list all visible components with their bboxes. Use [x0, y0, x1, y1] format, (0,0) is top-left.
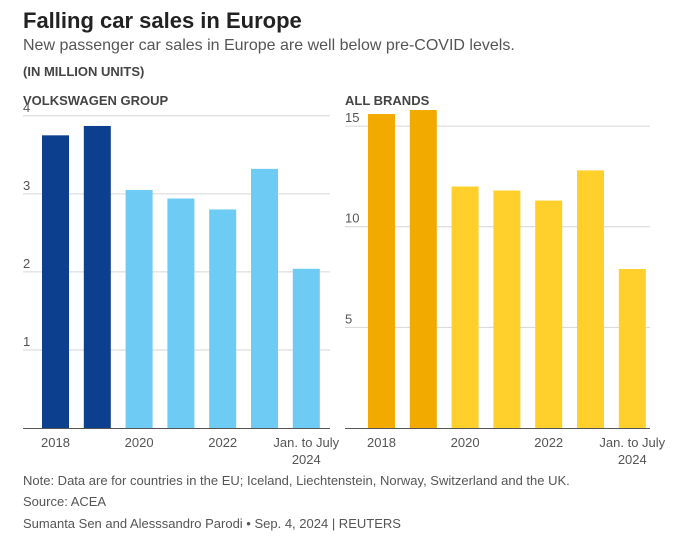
all-brands-bar-2020 — [451, 186, 479, 428]
vw-bar-2018 — [42, 135, 69, 428]
all-brands-xtick-label: Jan. to July — [599, 435, 665, 450]
vw-bar-2023 — [251, 168, 278, 428]
credit-text: Sumanta Sen and Alesssandro Parodi • Sep… — [23, 516, 401, 531]
vw-xtick-label: 2024 — [292, 452, 321, 467]
source-text: Source: ACEA — [23, 494, 107, 509]
vw-ytick-label: 4 — [23, 100, 30, 115]
vw-xtick-label: 2022 — [208, 435, 237, 450]
all-brands-xtick-label: 2018 — [367, 435, 396, 450]
all-brands-xtick-label: 2020 — [451, 435, 480, 450]
vw-bar-2020 — [125, 189, 153, 428]
all-brands-panel-title: ALL BRANDS — [345, 93, 430, 108]
vw-xtick-label: 2020 — [125, 435, 154, 450]
vw-bar-2019 — [83, 125, 111, 428]
all-brands-bar-2019 — [409, 110, 437, 429]
vw-xtick-label: 2018 — [41, 435, 70, 450]
vw-bar-jan-to-july-2024 — [292, 268, 320, 428]
vw-bar-2022 — [209, 209, 237, 428]
vw-ytick-label: 1 — [23, 334, 30, 349]
vw-bar-2021 — [167, 198, 195, 428]
vw-xtick-label: Jan. to July — [273, 435, 339, 450]
chart-subtitle: New passenger car sales in Europe are we… — [23, 37, 515, 54]
all-brands-xtick-label: 2024 — [618, 452, 647, 467]
units-label: (IN MILLION UNITS) — [23, 64, 145, 79]
vw-panel-title: VOLKSWAGEN GROUP — [23, 93, 169, 108]
chart-title: Falling car sales in Europe — [23, 8, 302, 33]
all-brands-bar-2023 — [577, 170, 604, 428]
all-brands-ytick-label: 15 — [345, 110, 359, 125]
all-brands-ytick-label: 5 — [345, 311, 352, 326]
vw-ytick-label: 3 — [23, 178, 30, 193]
all-brands-bar-2018 — [368, 114, 395, 429]
footnote: Note: Data are for countries in the EU; … — [23, 473, 570, 488]
vw-ytick-label: 2 — [23, 256, 30, 271]
all-brands-bar-2022 — [535, 200, 563, 428]
all-brands-bar-2021 — [493, 190, 521, 428]
all-brands-bar-jan-to-july-2024 — [618, 269, 646, 428]
all-brands-xtick-label: 2022 — [534, 435, 563, 450]
all-brands-ytick-label: 10 — [345, 211, 359, 226]
